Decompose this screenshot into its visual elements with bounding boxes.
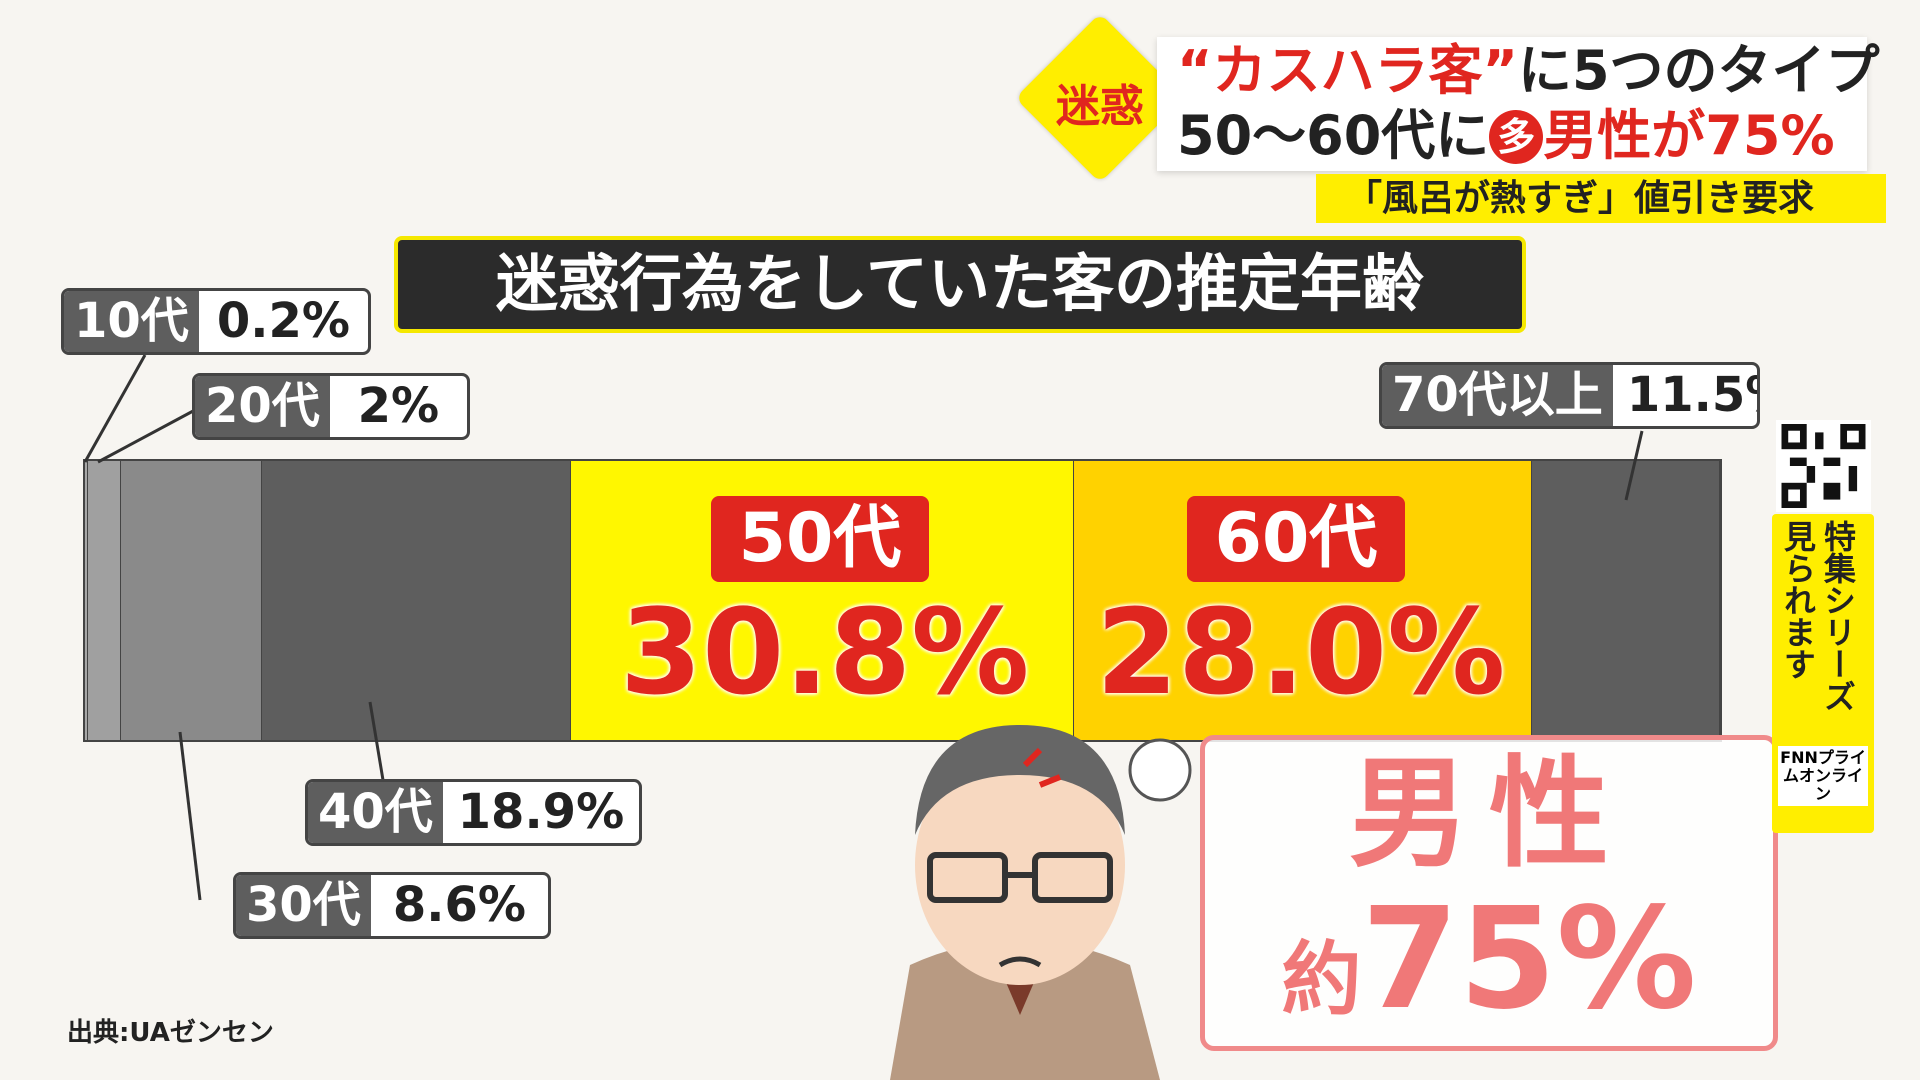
angry-man-illustration (890, 725, 1192, 1080)
side-text: 特集シリーズ見られます (1779, 520, 1857, 712)
leader-10 (83, 354, 147, 463)
value: 18.9% (457, 784, 625, 840)
category: 60代 (1186, 496, 1406, 582)
leader-20 (97, 408, 196, 464)
category: 70代以上 (1382, 365, 1613, 426)
value: 8.6% (392, 877, 526, 933)
leader-70 (1624, 430, 1644, 501)
value: 11.5% (1626, 367, 1757, 423)
bar-segment-40代 (261, 461, 571, 740)
label-20s: 20代 2% (192, 373, 470, 440)
callout-line1: 男性 (1349, 745, 1629, 884)
male-callout: 男性 約75% (1200, 735, 1778, 1051)
label-10s: 10代 0.2% (61, 288, 371, 355)
fnn-logo: FNNプライムオンライン (1778, 746, 1868, 806)
label-50s: 50代 30.8% (620, 496, 1030, 722)
headline-box: “カスハラ客”に5つのタイプ 50〜60代に多男性が75% (1157, 37, 1880, 171)
label-60s: 60代 28.0% (1096, 496, 1506, 722)
subheadline: 「風呂が熱すぎ」値引き要求 (1316, 174, 1886, 223)
badge-text: 迷惑 (1056, 81, 1144, 132)
callout-value: 75% (1361, 878, 1697, 1041)
category: 50代 (710, 496, 930, 582)
headline-line2-red: 男性が75% (1543, 104, 1835, 167)
headline-red: “カスハラ客” (1177, 39, 1518, 102)
bar-segment-10代 (85, 461, 89, 740)
qr-pattern (1781, 424, 1866, 508)
value: 30.8% (620, 583, 1030, 721)
bar-segment-70代以上 (1531, 461, 1720, 740)
leader-40 (368, 701, 385, 781)
circle-mark: 多 (1489, 110, 1544, 164)
source-note: 出典:UAゼンセン (67, 1018, 274, 1048)
value: 2% (357, 378, 440, 434)
callout-prefix: 約 (1281, 933, 1362, 1026)
category: 30代 (236, 875, 371, 936)
label-30s: 30代 8.6% (233, 872, 551, 939)
category: 20代 (195, 376, 330, 437)
headline-line2a: 50〜60代に (1177, 104, 1490, 167)
value: 28.0% (1096, 583, 1506, 721)
bar-segment-20代 (88, 461, 121, 740)
category: 40代 (308, 782, 443, 843)
side-panel: 特集シリーズ見られます FNNプライムオンライン (1772, 514, 1874, 833)
bar-segment-30代 (120, 461, 262, 740)
label-40s: 40代 18.9% (305, 779, 642, 846)
leader-30 (178, 731, 202, 901)
qr-code-icon[interactable] (1776, 420, 1871, 512)
value: 0.2% (216, 293, 350, 349)
chart-title: 迷惑行為をしていた客の推定年齢 (394, 236, 1526, 333)
headline-rest: に5つのタイプ (1517, 39, 1880, 102)
category: 10代 (64, 291, 199, 352)
